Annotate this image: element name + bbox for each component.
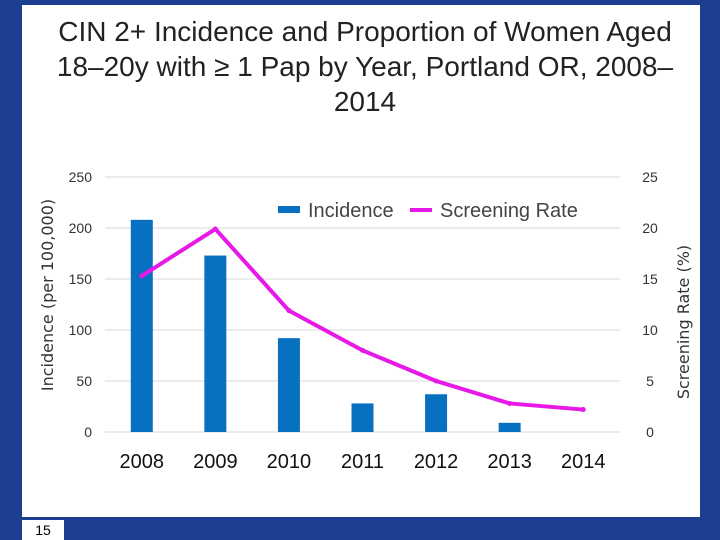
legend-label-incidence: Incidence (308, 200, 394, 222)
slide-frame-top (0, 0, 720, 5)
slide-frame-left (0, 0, 22, 540)
x-tick-label: 2008 (120, 451, 165, 473)
y-left-tick-label: 200 (69, 220, 93, 236)
legend-swatch-incidence (278, 206, 300, 213)
x-tick-label: 2014 (561, 451, 606, 473)
y-right-tick-label: 15 (642, 271, 658, 287)
bar-series-incidence (130, 219, 521, 432)
legend-label-screening-rate: Screening Rate (440, 200, 578, 222)
page-number: 15 (22, 520, 64, 540)
x-axis-ticks: 2008 2009 2010 2011 2012 2013 2014 (120, 451, 606, 473)
bar-incidence-2008 (130, 219, 153, 432)
y-right-tick-label: 10 (642, 322, 658, 338)
x-tick-label: 2010 (267, 451, 312, 473)
bar-incidence-2009 (204, 255, 227, 432)
screening-rate-point-2012 (433, 378, 439, 384)
chart-title: CIN 2+ Incidence and Proportion of Women… (56, 16, 674, 117)
bar-incidence-2010 (277, 338, 300, 432)
y-left-tick-label: 100 (69, 322, 93, 338)
y-right-tick-label: 25 (642, 169, 658, 185)
slide-frame-bottom (0, 517, 720, 540)
screening-rate-point-2008 (139, 273, 145, 279)
y-left-tick-label: 50 (76, 373, 92, 389)
screening-rate-point-2010 (286, 308, 292, 314)
bar-incidence-2011 (351, 403, 374, 432)
y-right-axis-label: Screening Rate (%) (674, 245, 693, 399)
y-left-tick-label: 250 (69, 169, 93, 185)
y-right-tick-label: 20 (642, 220, 658, 236)
legend: Incidence Screening Rate (278, 200, 578, 222)
y-right-tick-label: 5 (646, 373, 654, 389)
screening-rate-point-2014 (580, 407, 586, 413)
screening-rate-point-2013 (507, 400, 513, 406)
screening-rate-point-2011 (360, 347, 365, 353)
y-left-tick-label: 150 (69, 271, 93, 287)
screening-rate-point-2009 (212, 226, 218, 232)
y-left-axis-label: Incidence (per 100,000) (38, 199, 57, 391)
y-right-tick-label: 0 (646, 424, 654, 440)
bar-incidence-2013 (498, 422, 521, 432)
line-series-screening-rate (139, 226, 586, 413)
left-axis-ticks: 0 50 100 150 200 250 (69, 169, 93, 440)
y-left-tick-label: 0 (84, 424, 92, 440)
slide-frame-right (700, 0, 720, 540)
right-axis-ticks: 0 5 10 15 20 25 (642, 169, 658, 440)
bar-incidence-2012 (425, 394, 448, 432)
x-tick-label: 2011 (341, 451, 384, 473)
x-tick-label: 2012 (414, 451, 459, 473)
x-tick-label: 2009 (193, 451, 238, 473)
x-tick-label: 2013 (487, 451, 532, 473)
